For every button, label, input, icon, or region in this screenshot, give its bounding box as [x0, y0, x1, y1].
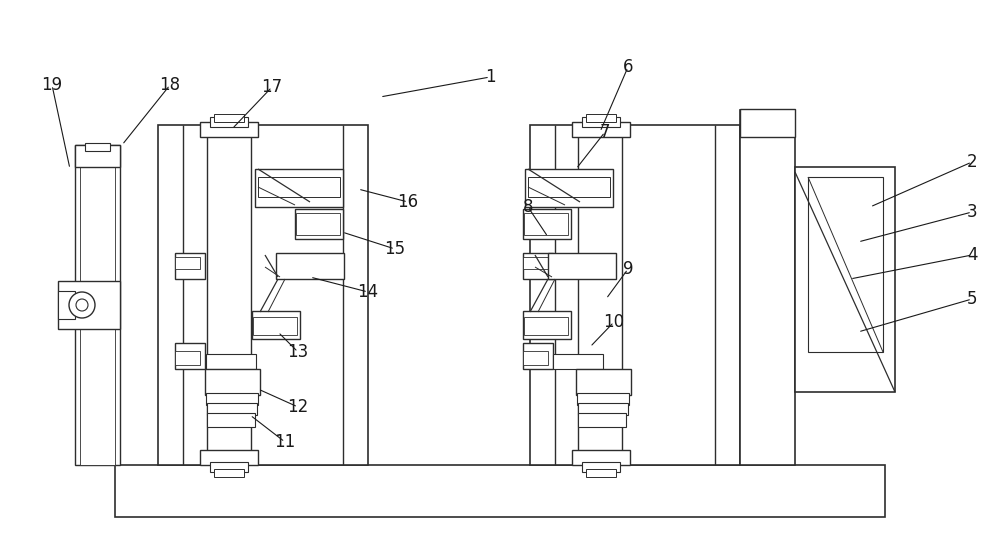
Bar — [85, 143, 110, 151]
Text: 1: 1 — [485, 68, 495, 86]
Bar — [207, 403, 257, 415]
Bar — [586, 469, 616, 477]
Text: 17: 17 — [261, 78, 283, 96]
Bar — [578, 130, 622, 455]
Bar — [214, 114, 244, 122]
Bar — [206, 354, 256, 369]
Bar — [523, 253, 553, 279]
Text: 6: 6 — [623, 58, 633, 76]
Text: 8: 8 — [523, 198, 533, 216]
Bar — [795, 167, 895, 392]
Text: 16: 16 — [397, 193, 419, 211]
Bar — [582, 462, 620, 472]
Circle shape — [69, 292, 95, 318]
Bar — [530, 125, 740, 465]
Bar — [523, 311, 571, 339]
Bar — [578, 403, 628, 415]
Bar — [586, 114, 616, 122]
Text: 13: 13 — [287, 343, 309, 361]
Text: 19: 19 — [41, 76, 63, 94]
Text: 5: 5 — [967, 290, 977, 308]
Bar — [205, 369, 260, 395]
Bar — [158, 125, 368, 465]
Bar — [115, 465, 885, 517]
Bar — [255, 169, 343, 207]
Text: 7: 7 — [600, 123, 610, 141]
Bar — [200, 122, 258, 137]
Bar — [740, 110, 795, 465]
Bar — [524, 213, 568, 235]
Circle shape — [76, 299, 88, 311]
Bar — [523, 343, 553, 369]
Bar — [523, 209, 571, 239]
Bar — [258, 177, 340, 197]
Bar — [175, 257, 200, 269]
Bar — [210, 462, 248, 472]
Bar — [210, 117, 248, 127]
Text: 14: 14 — [357, 283, 379, 301]
Text: 3: 3 — [967, 203, 977, 221]
Bar — [80, 155, 115, 465]
Bar — [175, 351, 200, 365]
Text: 18: 18 — [159, 76, 181, 94]
Bar — [214, 469, 244, 477]
Bar — [206, 393, 258, 405]
Text: 2: 2 — [967, 153, 977, 171]
Bar — [75, 145, 120, 465]
Bar — [528, 177, 610, 197]
Bar — [75, 145, 120, 167]
Bar — [207, 413, 255, 427]
Bar — [548, 253, 616, 279]
Bar — [553, 354, 603, 369]
Bar — [252, 311, 300, 339]
Bar — [740, 109, 795, 137]
Bar — [523, 257, 548, 269]
Bar — [296, 213, 340, 235]
Bar — [572, 122, 630, 137]
Bar — [58, 291, 75, 319]
Bar — [58, 281, 120, 329]
Bar — [576, 369, 631, 395]
Bar — [525, 169, 613, 207]
Text: 10: 10 — [603, 313, 625, 331]
Bar — [523, 351, 548, 365]
Bar — [276, 253, 344, 279]
Text: 4: 4 — [967, 246, 977, 264]
Text: 15: 15 — [384, 240, 406, 258]
Text: 9: 9 — [623, 260, 633, 278]
Bar — [572, 450, 630, 465]
Bar — [175, 343, 205, 369]
Bar — [253, 317, 297, 335]
Bar — [200, 450, 258, 465]
Text: 12: 12 — [287, 398, 309, 416]
Bar — [808, 177, 883, 352]
Bar — [175, 253, 205, 279]
Bar — [207, 130, 251, 455]
Bar — [578, 413, 626, 427]
Bar — [295, 209, 343, 239]
Text: 11: 11 — [274, 433, 296, 451]
Bar — [577, 393, 629, 405]
Bar — [524, 317, 568, 335]
Bar — [582, 117, 620, 127]
